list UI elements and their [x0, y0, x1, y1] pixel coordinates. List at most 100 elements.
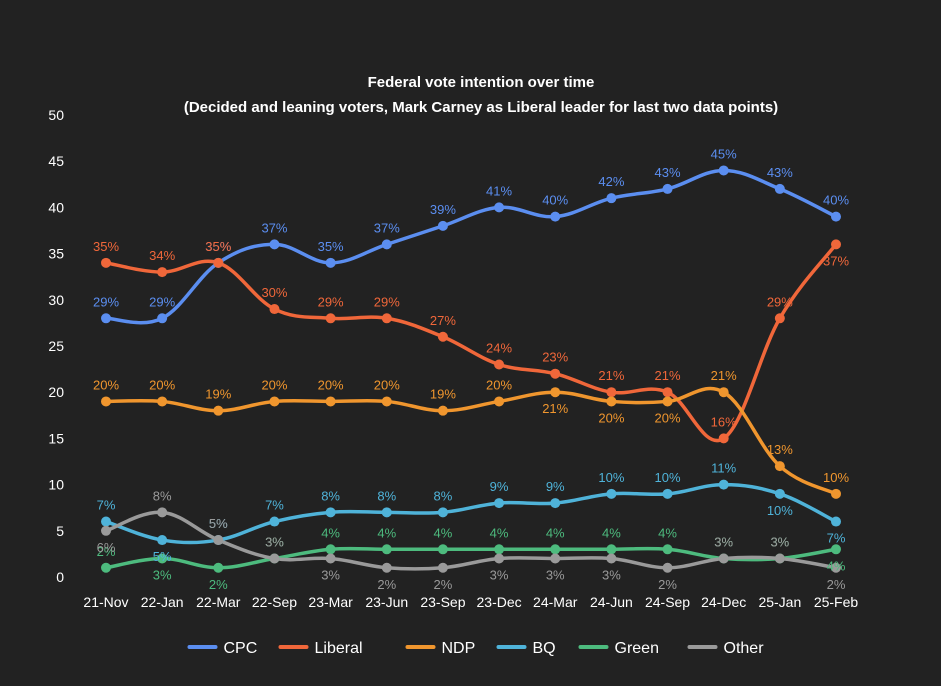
data-label-other: 6%	[97, 540, 116, 555]
data-label-ndp: 20%	[374, 377, 400, 392]
data-point-other	[831, 562, 841, 573]
data-point-green	[494, 544, 505, 555]
data-point-liberal	[494, 359, 505, 370]
data-label-green: 4%	[827, 558, 846, 573]
data-label-other: 2%	[377, 577, 396, 592]
data-label-bq: 7%	[827, 531, 846, 546]
data-label-liberal: 21%	[598, 368, 624, 383]
data-label-bq: 10%	[767, 503, 793, 518]
data-point-ndp	[269, 396, 280, 407]
data-label-other: 5%	[209, 516, 228, 531]
data-point-cpc	[718, 165, 729, 176]
data-point-ndp	[774, 461, 785, 472]
y-axis: 0 5 10 15 20 25 30 35 40 45 50	[48, 107, 64, 585]
y-tick-label: 30	[48, 292, 64, 308]
x-tick-label: 22-Sep	[252, 594, 297, 610]
data-point-liberal	[101, 257, 111, 268]
data-label-bq: 8%	[321, 488, 340, 503]
data-label-other: 3%	[714, 535, 733, 550]
data-label-other: 3%	[490, 568, 509, 583]
data-point-ndp	[831, 488, 841, 499]
data-label-bq: 9%	[546, 479, 565, 494]
data-label-ndp: 13%	[767, 442, 793, 457]
data-point-liberal	[213, 257, 224, 268]
y-tick-label: 5	[56, 523, 64, 539]
data-point-cpc	[157, 313, 168, 324]
data-label-ndp: 20%	[261, 377, 287, 392]
data-label-green: 4%	[602, 525, 621, 540]
data-label-green: 4%	[377, 525, 396, 540]
data-point-other	[718, 553, 729, 564]
data-label-liberal: 27%	[430, 313, 456, 328]
data-point-cpc	[101, 313, 111, 324]
data-point-bq	[494, 498, 505, 509]
data-point-bq	[831, 516, 841, 527]
data-label-bq: 7%	[265, 498, 284, 513]
data-label-cpc: 39%	[430, 202, 456, 217]
x-tick-label: 24-Sep	[645, 594, 690, 610]
data-point-ndp	[213, 405, 224, 416]
data-point-other	[662, 562, 673, 573]
data-point-green	[213, 562, 224, 573]
data-point-green	[101, 562, 111, 573]
data-point-cpc	[606, 193, 617, 204]
data-label-cpc: 35%	[205, 239, 231, 254]
x-tick-label: 24-Dec	[701, 594, 746, 610]
data-label-cpc: 40%	[542, 193, 568, 208]
data-label-bq: 11%	[711, 461, 736, 476]
x-tick-label: 25-Jan	[758, 594, 801, 610]
data-point-green	[606, 544, 617, 555]
chart-title: Federal vote intention over time	[368, 74, 595, 91]
data-label-bq: 5%	[153, 549, 172, 564]
x-tick-label: 22-Mar	[196, 594, 241, 610]
data-point-other	[606, 553, 617, 564]
data-point-ndp	[494, 396, 505, 407]
data-point-ndp	[606, 396, 617, 407]
data-point-green	[437, 544, 448, 555]
x-tick-label: 24-Mar	[533, 594, 578, 610]
data-point-liberal	[831, 239, 841, 250]
data-point-liberal	[381, 313, 392, 324]
data-label-cpc: 43%	[655, 165, 681, 180]
data-label-liberal: 29%	[374, 294, 400, 309]
x-tick-label: 25-Feb	[814, 594, 859, 610]
data-label-liberal: 24%	[486, 340, 512, 355]
data-point-other	[269, 553, 280, 564]
data-label-bq: 10%	[655, 470, 681, 485]
data-point-cpc	[381, 239, 392, 250]
data-label-bq: 9%	[490, 479, 509, 494]
data-label-liberal: 29%	[318, 294, 344, 309]
data-label-liberal: 21%	[655, 368, 681, 383]
y-tick-label: 45	[48, 153, 64, 169]
y-tick-label: 25	[48, 338, 64, 354]
data-label-other: 2%	[827, 577, 846, 592]
data-point-liberal	[157, 267, 168, 278]
data-point-ndp	[662, 396, 673, 407]
data-labels: 29% 29% 35% 37% 35% 37% 39% 41% 40% 42% 43% 45% 43% 4…	[93, 146, 849, 591]
data-point-cpc	[774, 183, 785, 194]
chart-subtitle: (Decided and leaning voters, Mark Carney…	[184, 99, 778, 116]
data-point-other	[550, 553, 561, 564]
data-point-cpc	[831, 211, 841, 222]
data-point-green	[157, 553, 168, 564]
data-point-liberal	[718, 433, 729, 444]
data-point-bq	[269, 516, 280, 527]
data-point-liberal	[662, 387, 673, 398]
data-label-green: 4%	[321, 525, 340, 540]
data-point-ndp	[101, 396, 111, 407]
data-label-bq: 5%	[209, 516, 228, 531]
data-label-liberal: 35%	[93, 239, 119, 254]
data-label-green: 3%	[714, 535, 733, 550]
data-label-green: 4%	[658, 525, 677, 540]
data-label-ndp: 20%	[149, 377, 175, 392]
data-label-liberal: 23%	[542, 350, 568, 365]
data-point-liberal	[550, 368, 561, 379]
data-point-other	[213, 535, 224, 546]
data-label-green: 3%	[153, 568, 172, 583]
data-label-green: 4%	[546, 525, 565, 540]
data-label-cpc: 37%	[374, 220, 400, 235]
x-tick-label: 22-Jan	[141, 594, 184, 610]
data-point-cpc	[494, 202, 505, 213]
data-point-bq	[718, 479, 729, 490]
data-point-cpc	[662, 183, 673, 194]
